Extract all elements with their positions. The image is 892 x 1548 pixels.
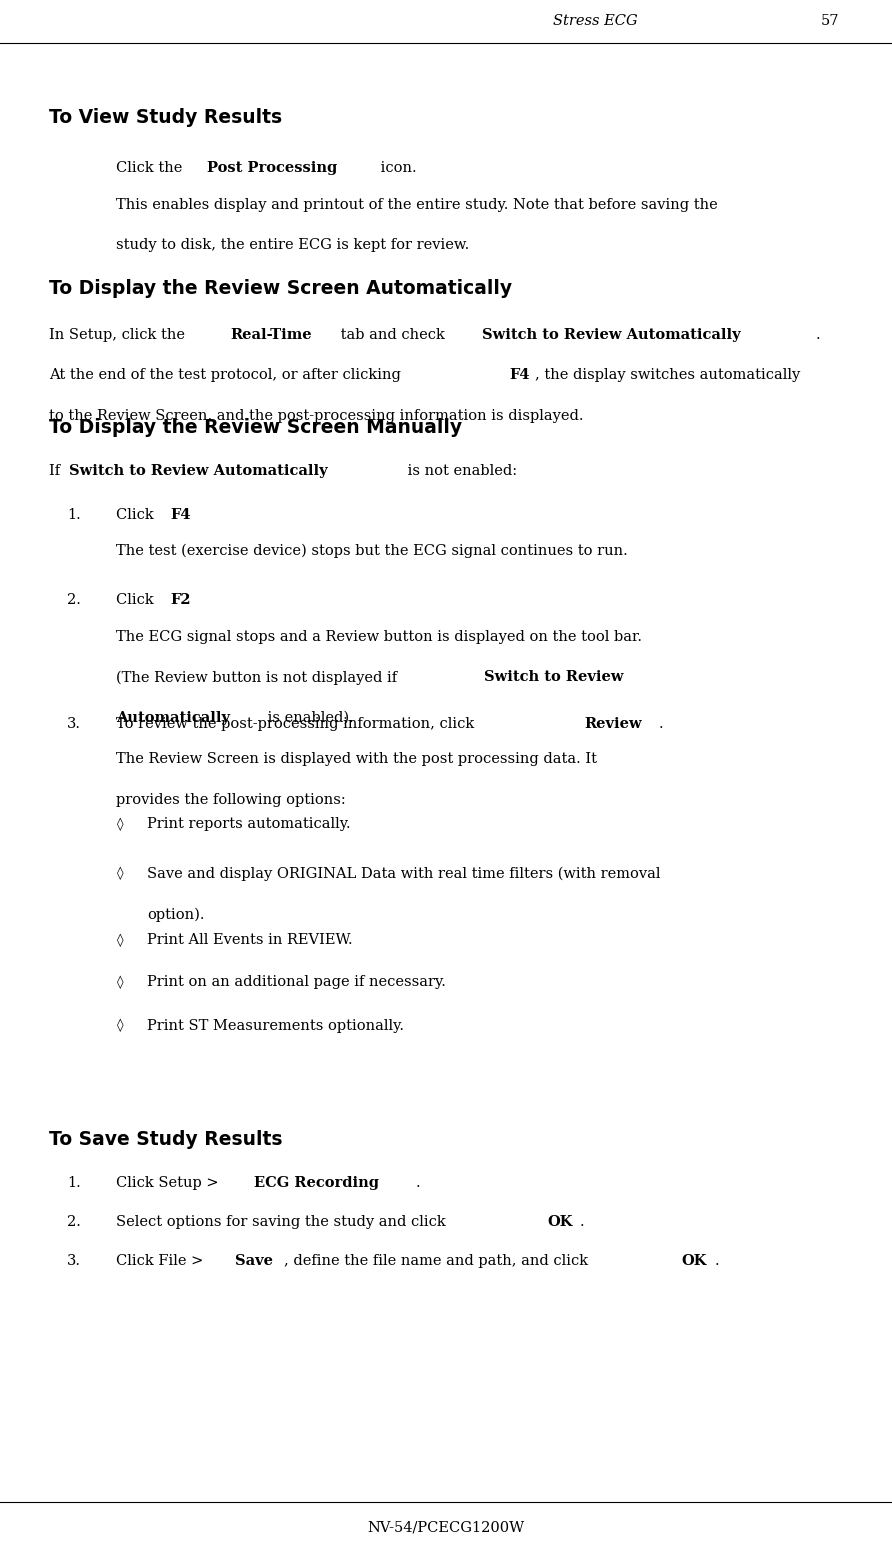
Text: In Setup, click the: In Setup, click the — [49, 328, 190, 342]
Text: (The Review button is not displayed if: (The Review button is not displayed if — [116, 670, 401, 684]
Text: The ECG signal stops and a Review button is displayed on the tool bar.: The ECG signal stops and a Review button… — [116, 630, 642, 644]
Text: At the end of the test protocol, or after clicking: At the end of the test protocol, or afte… — [49, 368, 406, 382]
Text: Save and display ORIGINAL Data with real time filters (with removal: Save and display ORIGINAL Data with real… — [147, 867, 661, 881]
Text: Print reports automatically.: Print reports automatically. — [147, 817, 351, 831]
Text: is not enabled:: is not enabled: — [403, 464, 517, 478]
Text: Click: Click — [116, 508, 158, 522]
Text: .: . — [658, 717, 663, 731]
Text: This enables display and printout of the entire study. Note that before saving t: This enables display and printout of the… — [116, 198, 718, 212]
Text: 3.: 3. — [67, 1254, 81, 1268]
Text: ECG Recording: ECG Recording — [254, 1176, 379, 1190]
Text: F4: F4 — [508, 368, 529, 382]
Text: 1.: 1. — [67, 508, 80, 522]
Text: , the display switches automatically: , the display switches automatically — [535, 368, 801, 382]
Text: 57: 57 — [821, 14, 838, 28]
Text: .: . — [416, 1176, 420, 1190]
Text: Click the: Click the — [116, 161, 187, 175]
Text: .: . — [580, 1215, 584, 1229]
Text: OK: OK — [547, 1215, 573, 1229]
Text: Click: Click — [116, 593, 158, 607]
Text: To Display the Review Screen Manually: To Display the Review Screen Manually — [49, 418, 462, 437]
Text: ◊: ◊ — [117, 933, 124, 947]
Text: 3.: 3. — [67, 717, 81, 731]
Text: The test (exercise device) stops but the ECG signal continues to run.: The test (exercise device) stops but the… — [116, 543, 628, 557]
Text: Select options for saving the study and click: Select options for saving the study and … — [116, 1215, 450, 1229]
Text: ◊: ◊ — [117, 817, 124, 831]
Text: If: If — [49, 464, 65, 478]
Text: to the Review Screen, and the post-processing information is displayed.: to the Review Screen, and the post-proce… — [49, 409, 583, 423]
Text: Post Processing: Post Processing — [208, 161, 338, 175]
Text: Click Setup >: Click Setup > — [116, 1176, 223, 1190]
Text: 2.: 2. — [67, 1215, 81, 1229]
Text: .: . — [815, 328, 821, 342]
Text: To View Study Results: To View Study Results — [49, 108, 282, 127]
Text: option).: option). — [147, 907, 204, 921]
Text: To review the post-processing information, click: To review the post-processing informatio… — [116, 717, 479, 731]
Text: Click File >: Click File > — [116, 1254, 208, 1268]
Text: The Review Screen is displayed with the post processing data. It: The Review Screen is displayed with the … — [116, 752, 597, 766]
Text: OK: OK — [681, 1254, 707, 1268]
Text: NV-54/PCECG1200W: NV-54/PCECG1200W — [368, 1520, 524, 1534]
Text: .: . — [714, 1254, 719, 1268]
Text: Automatically: Automatically — [116, 711, 230, 724]
Text: Save: Save — [235, 1254, 273, 1268]
Text: , define the file name and path, and click: , define the file name and path, and cli… — [284, 1254, 592, 1268]
Text: To Display the Review Screen Automatically: To Display the Review Screen Automatical… — [49, 279, 512, 297]
Text: F4: F4 — [170, 508, 191, 522]
Text: tab and check: tab and check — [335, 328, 450, 342]
Text: ◊: ◊ — [117, 867, 124, 881]
Text: Real-Time: Real-Time — [230, 328, 312, 342]
Text: ◊: ◊ — [117, 1019, 124, 1033]
Text: Switch to Review Automatically: Switch to Review Automatically — [482, 328, 740, 342]
Text: icon.: icon. — [376, 161, 417, 175]
Text: study to disk, the entire ECG is kept for review.: study to disk, the entire ECG is kept fo… — [116, 238, 469, 252]
Text: Switch to Review: Switch to Review — [484, 670, 624, 684]
Text: To Save Study Results: To Save Study Results — [49, 1130, 283, 1149]
Text: Stress ECG: Stress ECG — [553, 14, 638, 28]
Text: Switch to Review Automatically: Switch to Review Automatically — [70, 464, 328, 478]
Text: Print All Events in REVIEW.: Print All Events in REVIEW. — [147, 933, 352, 947]
Text: 2.: 2. — [67, 593, 81, 607]
Text: F2: F2 — [170, 593, 191, 607]
Text: provides the following options:: provides the following options: — [116, 793, 346, 807]
Text: 1.: 1. — [67, 1176, 80, 1190]
Text: Print ST Measurements optionally.: Print ST Measurements optionally. — [147, 1019, 404, 1033]
Text: ◊: ◊ — [117, 975, 124, 989]
Text: Print on an additional page if necessary.: Print on an additional page if necessary… — [147, 975, 446, 989]
Text: Review: Review — [584, 717, 641, 731]
Text: is enabled).: is enabled). — [263, 711, 354, 724]
